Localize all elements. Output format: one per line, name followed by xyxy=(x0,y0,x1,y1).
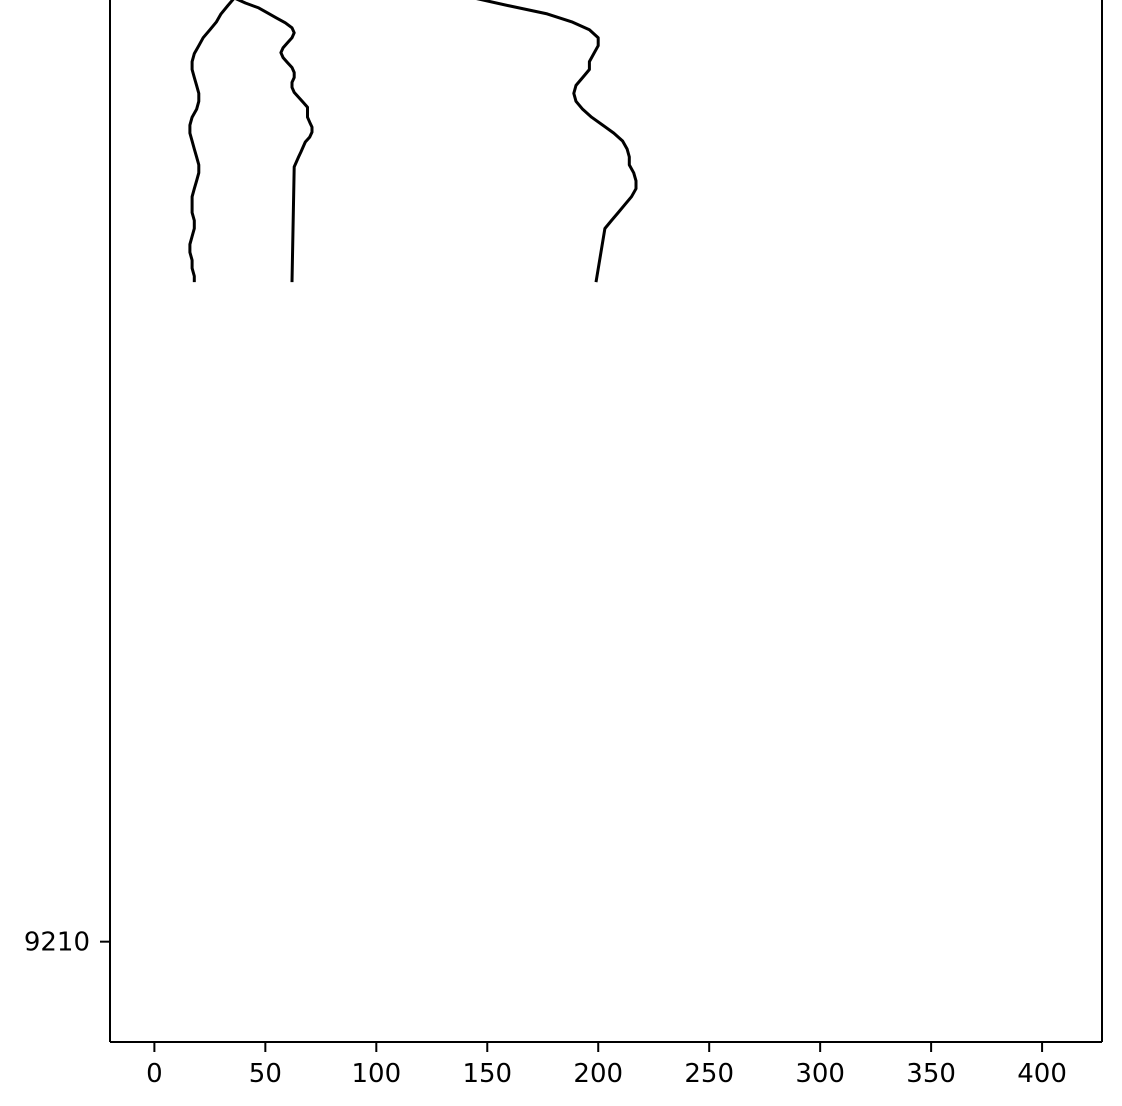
x-tick-label: 150 xyxy=(462,1059,512,1089)
x-tick-label: 300 xyxy=(795,1059,845,1089)
x-tick-label: 400 xyxy=(1017,1059,1067,1089)
x-tick-label: 350 xyxy=(906,1059,956,1089)
x-tick-label: 250 xyxy=(684,1059,734,1089)
x-tick-label: 100 xyxy=(351,1059,401,1089)
x-tick-label: 0 xyxy=(146,1059,163,1089)
series-line-2 xyxy=(235,0,314,283)
x-tick-label: 50 xyxy=(249,1059,282,1089)
series-line-3 xyxy=(476,0,638,283)
x-axis-ticks: 0 50 100 150 200 250 300 350 400 xyxy=(146,1042,1067,1089)
y-axis-ticks: 9210 xyxy=(24,928,110,958)
series-layer xyxy=(188,0,638,283)
x-tick-label: 200 xyxy=(573,1059,623,1089)
series-line-1 xyxy=(188,0,235,283)
y-tick-label: 9210 xyxy=(24,928,90,958)
axes-layer xyxy=(109,0,1103,1043)
